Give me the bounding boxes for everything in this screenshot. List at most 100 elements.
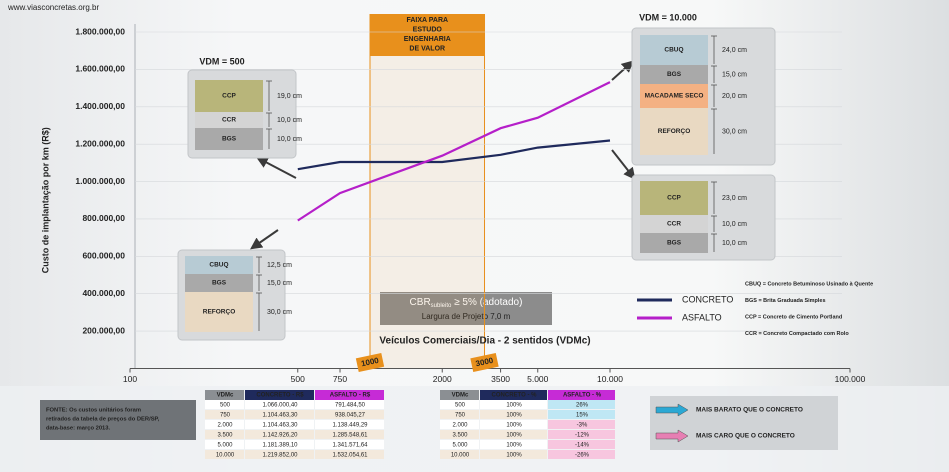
table-cell: 10.000 (216, 453, 235, 459)
x-tick-label: 750 (333, 374, 347, 384)
pavement-layer (185, 292, 253, 332)
x-tick-label: 5.000 (527, 374, 549, 384)
pavement-layer (195, 128, 263, 150)
layer-name: CCP (667, 195, 681, 202)
legend-label: CONCRETO (682, 294, 733, 304)
layer-thickness: 30,0 cm (267, 309, 292, 316)
table-header: VDMc (452, 393, 469, 399)
x-tick-label: 2000 (433, 374, 452, 384)
layer-name: REFORÇO (658, 128, 691, 135)
comparison-label: MAIS BARATO QUE O CONCRETO (696, 407, 803, 414)
x-axis-label: Veículos Comerciais/Dia - 2 sentidos (VD… (379, 336, 590, 347)
x-tick-label: 100.000 (835, 374, 866, 384)
legend-label: ASFALTO (682, 312, 722, 322)
table-cell-bg (205, 440, 244, 449)
abbreviation: CCP = Concreto de Cimento Portland (745, 314, 842, 320)
layer-name: BGS (222, 136, 237, 143)
table-cell-bg (245, 410, 314, 419)
table-header-cell (315, 390, 384, 400)
abbreviation: BGS = Brita Graduada Simples (745, 298, 826, 304)
layer-name: CCR (667, 221, 681, 228)
comparison-arrow (655, 429, 689, 443)
table-cell-bg (548, 420, 615, 429)
source-box (40, 400, 196, 440)
layer-name: BGS (212, 280, 227, 287)
table-cell: 750 (220, 413, 231, 419)
table-cell: 750 (455, 413, 466, 419)
layer-name: BGS (667, 71, 682, 78)
pavement-layer (195, 80, 263, 112)
table-cell: 500 (455, 403, 466, 409)
pavement-layer (640, 65, 708, 84)
y-tick-label: 400.000,00 (82, 288, 125, 298)
band-label: DE VALOR (409, 45, 445, 52)
layer-name: MACADAME SECO (645, 93, 704, 100)
table-cell: 100% (506, 443, 522, 449)
layer-thickness: 23,0 cm (722, 195, 747, 202)
table-cell-bg (315, 400, 384, 409)
series-line (297, 139, 611, 171)
layer-name: CCR (222, 117, 236, 124)
y-tick-label: 1.400.000,00 (75, 101, 125, 111)
table-cell: 1.181.389,10 (262, 443, 298, 449)
table-header: VDMc (217, 393, 234, 399)
table-cell: 1.104.463,30 (262, 423, 298, 429)
table-cell-bg (480, 430, 547, 439)
band-label: ESTUDO (413, 26, 443, 33)
table-cell-bg (440, 410, 479, 419)
table-header-cell (245, 390, 314, 400)
pavement-layer (195, 112, 263, 128)
table-cell: 1.066.000,40 (262, 403, 298, 409)
cbr-box (380, 292, 552, 325)
y-tick-label: 800.000,00 (82, 213, 125, 223)
layer-thickness: 15,0 cm (267, 280, 292, 287)
y-tick-label: 600.000,00 (82, 251, 125, 261)
table-cell-bg (548, 430, 615, 439)
table-cell: 100% (506, 403, 522, 409)
cbr-text: CBRsubleito ≥ 5% (adotado) (410, 297, 523, 309)
table-cell-bg (245, 400, 314, 409)
table-cell: 100% (506, 423, 522, 429)
table-cell: -12% (575, 433, 590, 439)
table-cell-bg (205, 410, 244, 419)
band-marker: 1000 (355, 352, 385, 373)
value-band (370, 14, 485, 369)
layer-thickness: 24,0 cm (722, 47, 747, 54)
comparison-arrow (655, 403, 689, 417)
table-cell-bg (205, 450, 244, 459)
y-tick-label: 200.000,00 (82, 325, 125, 335)
table-cell: 1.341.571,64 (332, 443, 368, 449)
table-cell-bg (548, 450, 615, 459)
abbreviation: CCR = Concreto Compactado com Rolo (745, 331, 849, 337)
table-cell: 2.000 (217, 423, 233, 429)
layer-thickness: 19,0 cm (277, 93, 302, 100)
pointer-arrow (611, 149, 636, 180)
y-tick-label: 1.200.000,00 (75, 138, 125, 148)
band-marker-box (355, 352, 385, 373)
layer-thickness: 15,0 cm (722, 71, 747, 78)
table-cell-bg (440, 420, 479, 429)
x-tick-label: 500 (291, 374, 305, 384)
table-cell: 26% (576, 403, 589, 409)
table-cell-bg (480, 440, 547, 449)
pavement-layer (640, 35, 708, 65)
table-cell-bg (315, 420, 384, 429)
abbreviation: CBUQ = Concreto Betuminoso Usinado à Que… (745, 281, 873, 287)
y-axis-label: Custo de implantação por km (R$) (40, 127, 50, 273)
table-cell-bg (205, 430, 244, 439)
table-cell-bg (205, 420, 244, 429)
table-cell: 100% (506, 453, 522, 459)
source-note: data-base: março 2013. (46, 426, 111, 432)
table-cell: 500 (220, 403, 231, 409)
table-header-cell (205, 390, 244, 400)
table-header: ASFALTO - R$ (330, 393, 371, 399)
table-cell: 1.104.463,30 (262, 413, 298, 419)
table-cell-bg (315, 430, 384, 439)
pavement-layer (185, 256, 253, 274)
pavement-title: VDM = 10.000 (639, 12, 697, 22)
pavement-layer (640, 181, 708, 215)
table-header-cell (440, 390, 479, 400)
pavement-layer (640, 108, 708, 155)
